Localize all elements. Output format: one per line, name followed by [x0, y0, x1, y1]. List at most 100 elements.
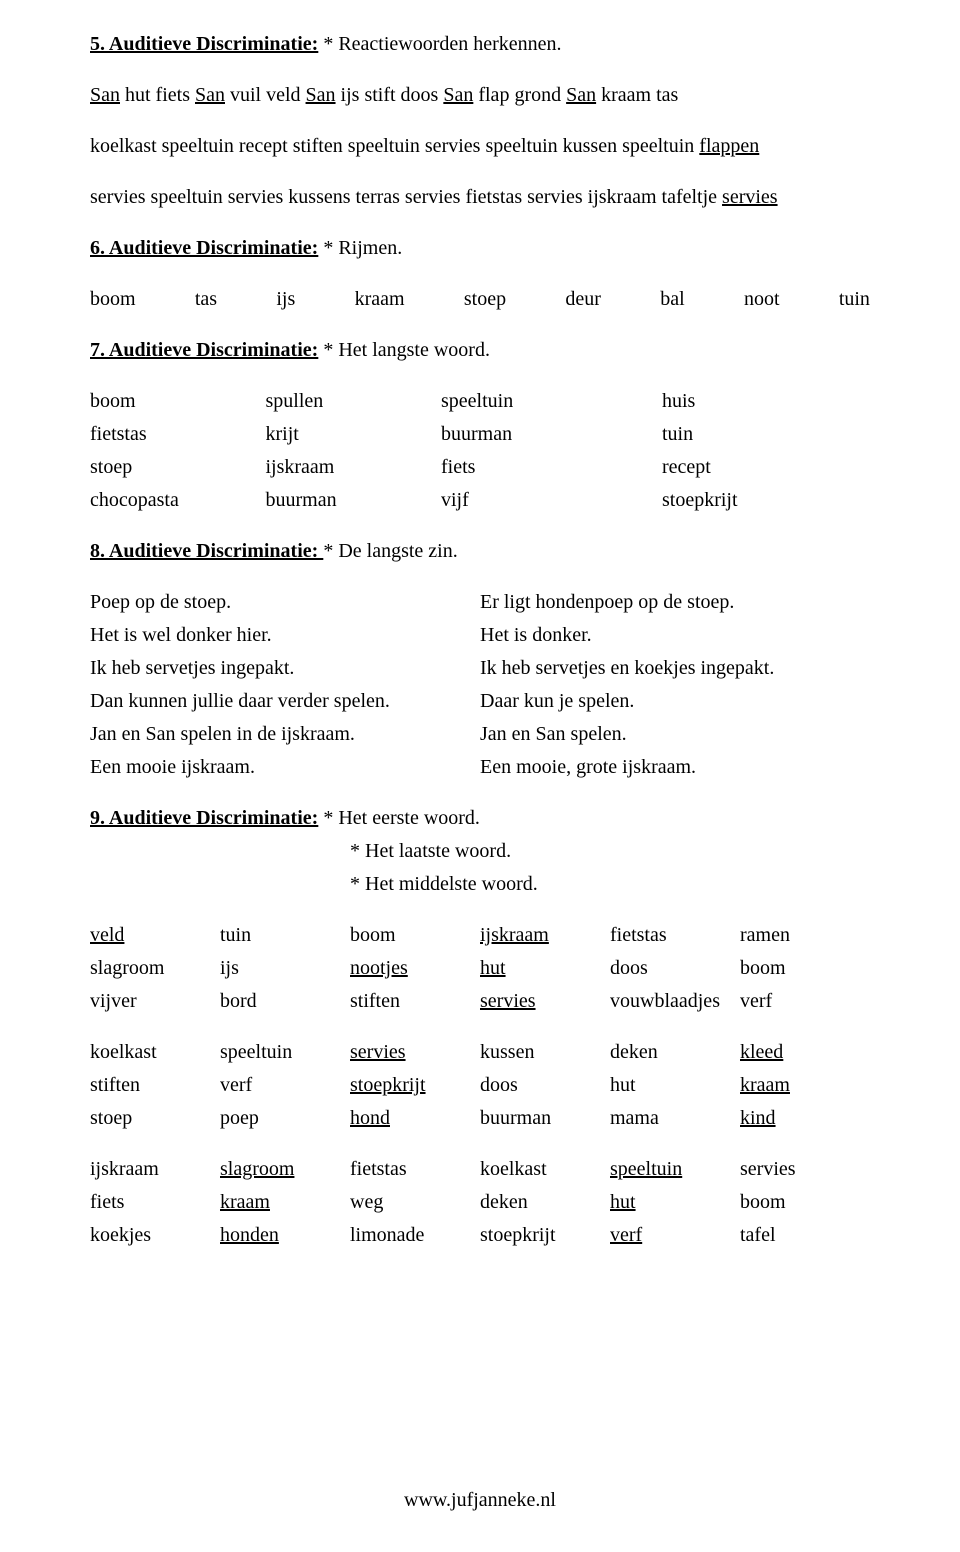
section-6-words: boom tas ijs kraam stoep deur bal noot t… [90, 285, 870, 314]
word-cell: tafel [740, 1221, 870, 1250]
word-cell: stoep [90, 1104, 220, 1133]
word-cell: kleed [740, 1038, 870, 1067]
word-cell: verf [610, 1221, 740, 1250]
word-cell: doos [480, 1071, 610, 1100]
word-cell: hut [480, 954, 610, 983]
word-cell: slagroom [220, 1155, 350, 1184]
list-item: Ik heb servetjes ingepakt.Ik heb servetj… [90, 654, 870, 683]
word-cell: nootjes [350, 954, 480, 983]
word-cell: koekjes [90, 1221, 220, 1250]
word-cell: verf [220, 1071, 350, 1100]
section-7-heading: 7. Auditieve Discriminatie: * Het langst… [90, 336, 870, 365]
section-6-note: * Rijmen. [318, 237, 402, 259]
word-cell: vijver [90, 987, 220, 1016]
spacer [90, 114, 870, 132]
spacer [90, 216, 870, 234]
section-9-note-1: * Het eerste woord. [323, 807, 480, 829]
spacer [90, 903, 870, 921]
table-row: koelkastspeeltuinservieskussendekenkleed [90, 1038, 870, 1067]
section-9-block-1: veldtuinboomijskraamfietstasramen slagroo… [90, 921, 870, 1016]
section-7-table: boomspullenspeeltuinhuis fietstaskrijtbu… [90, 387, 870, 515]
word-cell: vouwblaadjes [610, 987, 740, 1016]
word-cell: servies [480, 987, 610, 1016]
word-cell: doos [610, 954, 740, 983]
section-9-title: 9. Auditieve Discriminatie: [90, 807, 318, 829]
section-9-block-3: ijskraamslagroomfietstaskoelkastspeeltui… [90, 1155, 870, 1250]
spacer [90, 1137, 870, 1155]
section-6-heading: 6. Auditieve Discriminatie: * Rijmen. [90, 234, 870, 263]
table-row: boomspullenspeeltuinhuis [90, 387, 870, 416]
section-5-heading: 5. Auditieve Discriminatie: * Reactiewoo… [90, 30, 870, 59]
table-row: stoepijskraamfietsrecept [90, 453, 870, 482]
spacer [90, 519, 870, 537]
spacer [90, 267, 870, 285]
list-item: Dan kunnen jullie daar verder spelen.Daa… [90, 687, 870, 716]
document-page: 5. Auditieve Discriminatie: * Reactiewoo… [0, 0, 960, 1250]
spacer [90, 165, 870, 183]
word-cell: slagroom [90, 954, 220, 983]
word-cell: hut [610, 1071, 740, 1100]
section-6-title: 6. Auditieve Discriminatie: [90, 237, 318, 259]
word-cell: mama [610, 1104, 740, 1133]
word-cell: fiets [90, 1188, 220, 1217]
word-cell: stiften [350, 987, 480, 1016]
word-cell: tuin [220, 921, 350, 950]
word-cell: servies [350, 1038, 480, 1067]
word-cell: deken [610, 1038, 740, 1067]
section-5-line-1: San hut fiets San vuil veld San ijs stif… [90, 81, 870, 110]
word-cell: koelkast [480, 1155, 610, 1184]
word-cell: limonade [350, 1221, 480, 1250]
spacer [90, 786, 870, 804]
word-cell: ramen [740, 921, 870, 950]
word-cell: speeltuin [220, 1038, 350, 1067]
word-cell: kussen [480, 1038, 610, 1067]
word-cell: boom [740, 1188, 870, 1217]
word-cell: buurman [480, 1104, 610, 1133]
word-cell: hut [610, 1188, 740, 1217]
table-row: stoeppoephondbuurmanmamakind [90, 1104, 870, 1133]
word-cell: weg [350, 1188, 480, 1217]
word-cell: deken [480, 1188, 610, 1217]
spacer [90, 1020, 870, 1038]
spacer [90, 570, 870, 588]
word-cell: poep [220, 1104, 350, 1133]
section-8-note: * De langste zin. [323, 540, 457, 562]
word-cell: bord [220, 987, 350, 1016]
list-item: Jan en San spelen in de ijskraam.Jan en … [90, 720, 870, 749]
section-5-title: 5. Auditieve Discriminatie: [90, 33, 318, 55]
table-row: vijverbordstiftenserviesvouwblaadjesverf [90, 987, 870, 1016]
page-footer: www.jufjanneke.nl [0, 1489, 960, 1512]
section-7-title: 7. Auditieve Discriminatie: [90, 339, 318, 361]
word-cell: boom [350, 921, 480, 950]
word-cell: fietstas [350, 1155, 480, 1184]
word-cell: kind [740, 1104, 870, 1133]
table-row: chocopastabuurmanvijfstoepkrijt [90, 486, 870, 515]
word-cell: fietstas [610, 921, 740, 950]
word-cell: servies [740, 1155, 870, 1184]
word-cell: stoepkrijt [350, 1071, 480, 1100]
table-row: veldtuinboomijskraamfietstasramen [90, 921, 870, 950]
list-item: Poep op de stoep.Er ligt hondenpoep op d… [90, 588, 870, 617]
spacer [90, 318, 870, 336]
word-cell: stiften [90, 1071, 220, 1100]
section-8-pairs: Poep op de stoep.Er ligt hondenpoep op d… [90, 588, 870, 782]
section-5-note: * Reactiewoorden herkennen. [318, 33, 561, 55]
table-row: fietskraamwegdekenhutboom [90, 1188, 870, 1217]
section-9-heading: 9. Auditieve Discriminatie: * Het eerste… [90, 804, 870, 833]
word-cell: stoepkrijt [480, 1221, 610, 1250]
spacer [90, 63, 870, 81]
word-cell: speeltuin [610, 1155, 740, 1184]
table-row: slagroomijsnootjeshutdoosboom [90, 954, 870, 983]
word-cell: hond [350, 1104, 480, 1133]
section-5-line-2: koelkast speeltuin recept stiften speelt… [90, 132, 870, 161]
word-cell: kraam [740, 1071, 870, 1100]
section-8-heading: 8. Auditieve Discriminatie: * De langste… [90, 537, 870, 566]
table-row: stiftenverfstoepkrijtdooshutkraam [90, 1071, 870, 1100]
footer-url: www.jufjanneke.nl [404, 1489, 556, 1511]
word-cell: ijskraam [90, 1155, 220, 1184]
table-row: koekjeshondenlimonadestoepkrijtverftafel [90, 1221, 870, 1250]
section-9-note-2: * Het laatste woord. [90, 837, 870, 866]
section-9-note-3: * Het middelste woord. [90, 870, 870, 899]
section-7-note: * Het langste woord. [318, 339, 490, 361]
spacer [90, 369, 870, 387]
